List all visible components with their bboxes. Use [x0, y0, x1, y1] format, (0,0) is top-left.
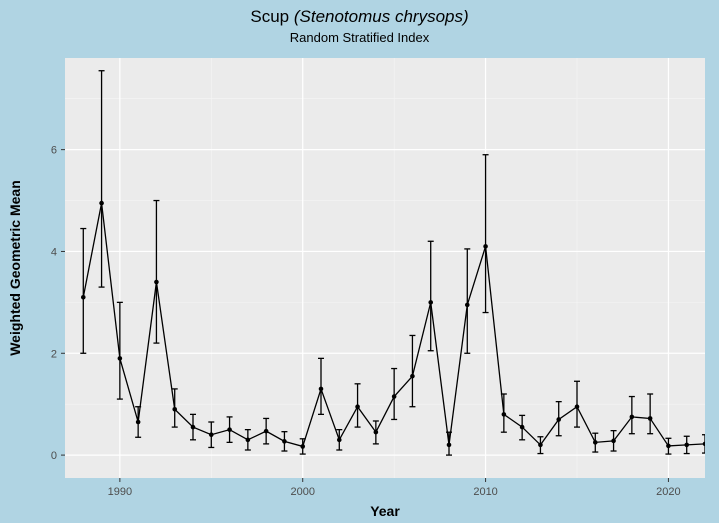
series-point	[136, 420, 141, 425]
series-point	[465, 303, 470, 308]
series-point	[520, 425, 525, 430]
series-point	[172, 407, 177, 412]
series-point	[410, 374, 415, 379]
chart-svg: Scup (Stenotomus chrysops) Random Stratif…	[0, 0, 719, 523]
series-point	[684, 443, 689, 448]
x-tick-label: 2020	[656, 486, 680, 498]
chart-subtitle: Random Stratified Index	[290, 30, 430, 45]
series-point	[556, 417, 561, 422]
series-point	[154, 280, 159, 285]
series-point	[118, 356, 123, 361]
series-point	[246, 438, 251, 443]
series-point	[99, 201, 104, 206]
series-point	[81, 295, 86, 300]
series-point	[483, 244, 488, 249]
series-point	[319, 387, 324, 392]
chart-title: Scup (Stenotomus chrysops)	[250, 7, 468, 26]
series-point	[209, 432, 214, 437]
series-point	[593, 440, 598, 445]
series-point	[300, 444, 305, 449]
series-point	[502, 412, 507, 417]
series-point	[538, 443, 543, 448]
x-tick-label: 2000	[290, 486, 314, 498]
series-point	[447, 443, 452, 448]
x-tick-label: 2010	[473, 486, 497, 498]
x-axis-title: Year	[370, 503, 400, 519]
series-point	[374, 430, 379, 435]
series-point	[392, 394, 397, 399]
series-point	[648, 416, 653, 421]
y-tick-label: 2	[51, 348, 57, 360]
x-tick-label: 1990	[108, 486, 132, 498]
y-tick-label: 6	[51, 145, 57, 157]
series-point	[666, 444, 671, 449]
series-point	[611, 439, 616, 444]
y-tick-label: 4	[51, 246, 57, 258]
series-point	[575, 404, 580, 409]
series-point	[630, 415, 635, 420]
series-point	[337, 438, 342, 443]
series-point	[355, 404, 360, 409]
series-point	[227, 427, 232, 432]
series-point	[282, 439, 287, 444]
series-point	[428, 300, 433, 305]
chart-container: Scup (Stenotomus chrysops) Random Stratif…	[0, 0, 719, 523]
series-point	[264, 429, 269, 434]
y-tick-label: 0	[51, 450, 57, 462]
y-axis-title: Weighted Geometric Mean	[7, 180, 23, 356]
series-point	[191, 425, 196, 430]
